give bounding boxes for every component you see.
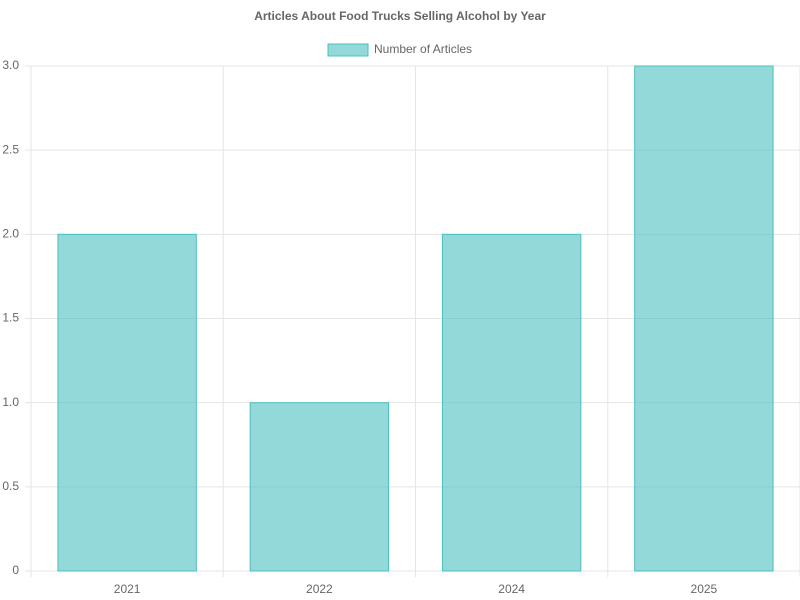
- bar: [441, 233, 582, 572]
- y-tick-label: 2.0: [2, 227, 19, 241]
- legend-label: Number of Articles: [374, 42, 472, 56]
- bar: [249, 402, 390, 572]
- y-tick-label: 3.0: [2, 58, 19, 72]
- x-tick-label: 2024: [498, 582, 525, 596]
- y-tick-label: 2.5: [2, 142, 19, 156]
- bar: [57, 233, 197, 572]
- x-tick-label: 2025: [691, 582, 718, 596]
- y-tick-label: 1.5: [2, 311, 19, 325]
- y-tick-label: 0.5: [2, 479, 19, 493]
- chart-title: Articles About Food Trucks Selling Alcoh…: [254, 9, 546, 23]
- bar: [634, 65, 774, 572]
- legend-swatch: [327, 43, 369, 57]
- y-tick-label: 0: [12, 563, 19, 577]
- x-tick-label: 2022: [306, 582, 333, 596]
- y-tick-label: 1.0: [2, 395, 19, 409]
- x-tick-label: 2021: [114, 582, 141, 596]
